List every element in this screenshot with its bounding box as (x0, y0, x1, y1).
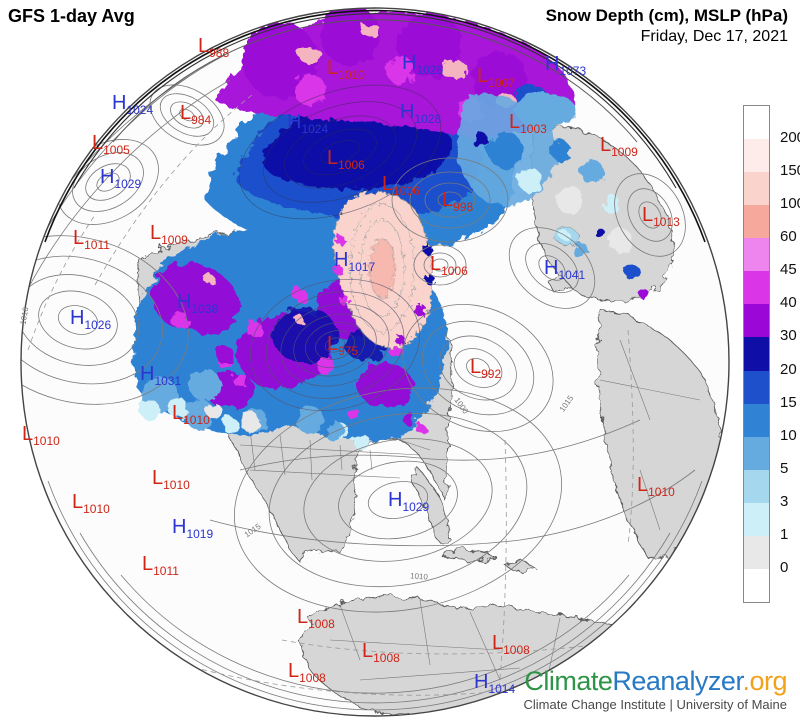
colorbar-tick-label: 30 (780, 327, 797, 345)
colorbar-tick-label: 1 (780, 525, 789, 543)
colorbar-segment (744, 337, 769, 371)
colorbar-tick-label: 3 (780, 492, 789, 510)
land-cuba (439, 549, 497, 563)
colorbar-segment (744, 403, 769, 437)
colorbar-tick-label: 0 (780, 558, 789, 576)
date-label: Friday, Dec 17, 2021 (640, 28, 788, 45)
land-hispaniola (503, 561, 537, 573)
colorbar-tick-label: 20 (780, 360, 797, 378)
land-florida (410, 467, 449, 545)
contour-inline-label: 1010 (409, 571, 429, 582)
colorbar-tick-label: 15 (780, 393, 797, 411)
brand-part-reanalyzer: Reanalyzer (612, 666, 743, 697)
snow-fields (133, 8, 650, 450)
colorbar-tick-label: 150 (780, 162, 800, 180)
colorbar-segment (744, 436, 769, 470)
variable-title: Snow Depth (cm), MSLP (hPa) (545, 6, 788, 25)
brand-logo: ClimateReanalyzer.org (524, 666, 787, 697)
model-title: GFS 1-day Avg (8, 6, 135, 26)
colorbar-segment (744, 568, 769, 602)
brand-part-climate: Climate (524, 666, 613, 697)
globe-outline (20, 7, 730, 717)
colorbar-segment (744, 139, 769, 173)
colorbar-segment (744, 238, 769, 272)
colorbar-segment (744, 106, 769, 140)
colorbar-segment (744, 370, 769, 404)
header-right: Snow Depth (cm), MSLP (hPa) Friday, Dec … (546, 6, 788, 46)
limb-arcs (44, 9, 706, 243)
footer-brand: ClimateReanalyzer.org Climate Change Ins… (524, 666, 788, 713)
colorbar-segment (744, 172, 769, 206)
colorbar-segment (744, 469, 769, 503)
country-borders (239, 339, 701, 691)
colorbar-tick-label: 10 (780, 426, 797, 444)
colorbar-segment (744, 205, 769, 239)
brand-part-org: .org (742, 666, 787, 697)
colorbar (743, 105, 770, 603)
colorbar-segment (744, 502, 769, 536)
colorbar-tick-label: 60 (780, 228, 797, 246)
brand-subtitle: Climate Change Institute | University of… (523, 697, 788, 713)
land-britain (547, 275, 571, 295)
colorbar-tick-label: 100 (780, 195, 800, 213)
colorbar-tick-label: 5 (780, 459, 789, 477)
colorbar-segment (744, 271, 769, 305)
colorbar-tick-label: 45 (780, 261, 797, 279)
colorbar-segments (744, 106, 769, 602)
colorbar-tick-label: 200 (780, 129, 800, 147)
colorbar-segment (744, 304, 769, 338)
colorbar-tick-label: 40 (780, 294, 797, 312)
colorbar-segment (744, 535, 769, 569)
